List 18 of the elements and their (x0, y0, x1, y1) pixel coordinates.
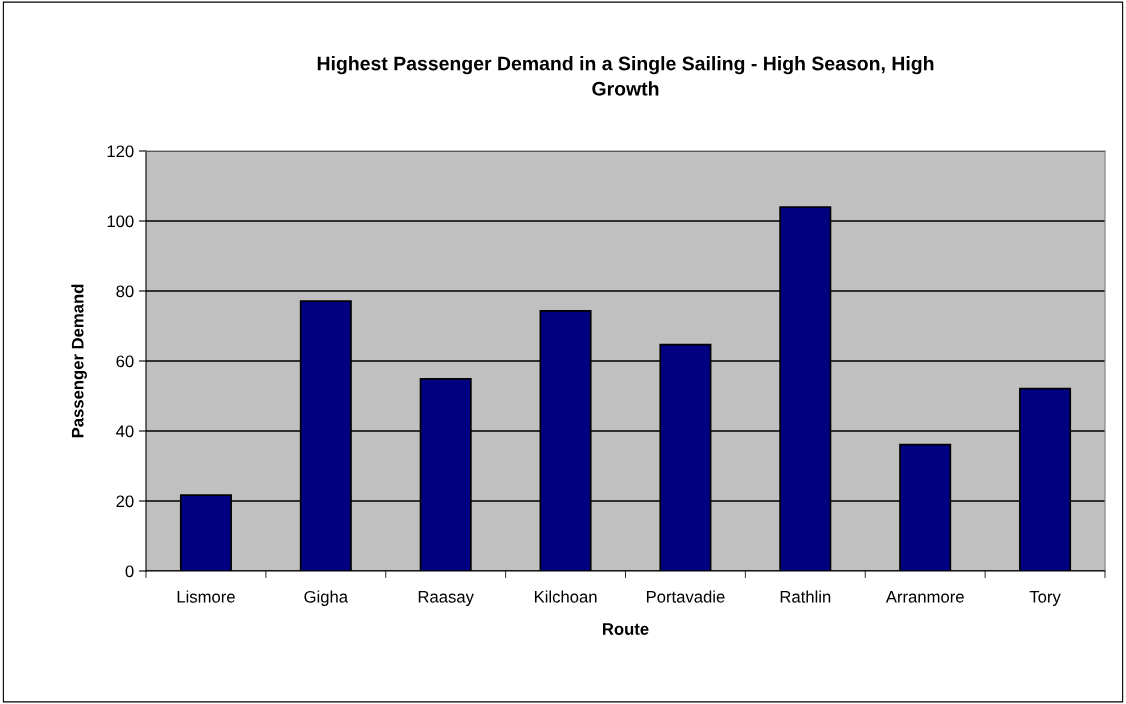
x-tick-label: Kilchoan (534, 590, 597, 603)
y-tick-label: 100 (107, 215, 134, 228)
y-tick-label: 20 (116, 495, 134, 508)
x-tick-label: Lismore (177, 590, 235, 603)
x-tick-label: Raasay (418, 591, 474, 606)
x-tick-label: Tory (1029, 591, 1061, 606)
y-tick-label: 0 (125, 565, 134, 578)
x-tick-label: Gigha (304, 590, 349, 606)
x-tick-label: Rathlin (780, 590, 831, 603)
y-tick-label: 120 (107, 145, 134, 158)
chart-title: Highest Passenger Demand in a Single Sailing - High Season, High Growth (317, 56, 934, 96)
x-axis-title: Route (603, 623, 649, 635)
y-tick-label: 80 (116, 285, 134, 298)
y-tick-label: 40 (116, 425, 134, 438)
y-axis-title: Passenger Demand (71, 284, 87, 438)
x-tick-label: Arranmore (885, 591, 964, 603)
x-tick-label: Portavadie (646, 590, 725, 603)
y-tick-label: 60 (116, 355, 134, 368)
